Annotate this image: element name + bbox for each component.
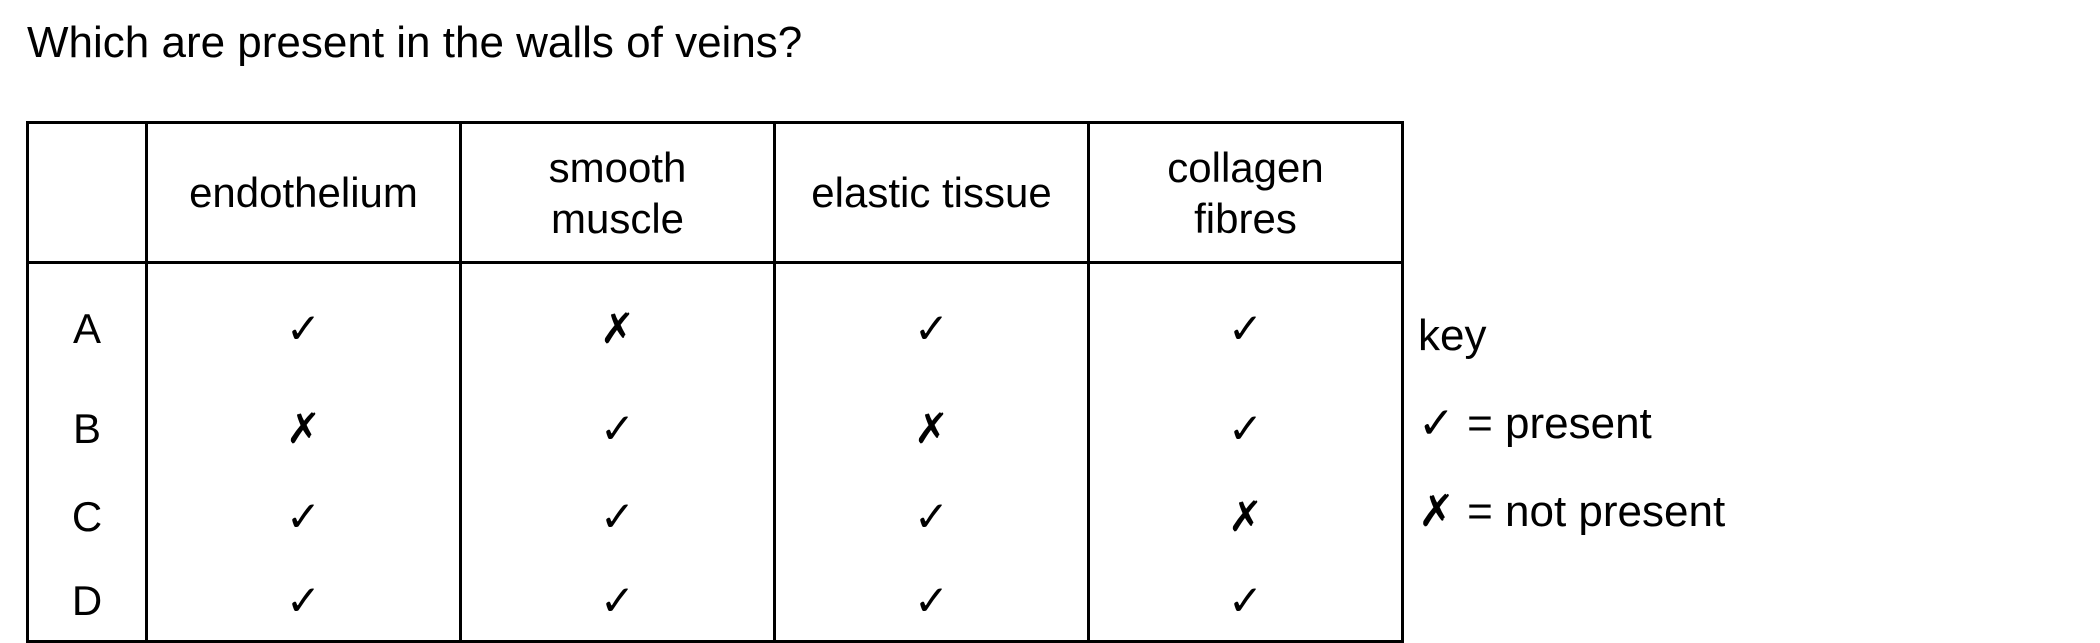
header-collagen-fibres: collagen fibres (1087, 121, 1404, 264)
row-letter: C (26, 472, 148, 560)
mark-cell: ✓ (145, 472, 462, 560)
key-legend: key ✓ = present ✗ = not present (1418, 292, 1725, 556)
mark-cell: ✓ (459, 384, 776, 472)
check-icon: ✓ (1418, 398, 1455, 449)
mark-cell: ✓ (459, 560, 776, 643)
table-row: A ✓ ✗ ✓ ✓ (26, 262, 1404, 384)
mark-cell: ✓ (1087, 560, 1404, 643)
row-letter: A (26, 262, 148, 384)
table-row: C ✓ ✓ ✓ ✗ (26, 472, 1404, 560)
mark-cell: ✓ (459, 472, 776, 560)
header-blank (26, 121, 148, 264)
mark-cell: ✗ (459, 262, 776, 384)
row-letter: D (26, 560, 148, 643)
cross-icon: ✗ (1418, 486, 1455, 537)
key-absent-text: = not present (1454, 487, 1726, 536)
key-absent-line: ✗ = not present (1418, 468, 1725, 556)
key-title: key (1418, 311, 1487, 360)
header-elastic-tissue: elastic tissue (773, 121, 1090, 264)
table-row: B ✗ ✓ ✗ ✓ (26, 384, 1404, 472)
header-smooth-muscle: smooth muscle (459, 121, 776, 264)
key-present-text: = present (1454, 399, 1652, 448)
header-endothelium: endothelium (145, 121, 462, 264)
key-present-line: ✓ = present (1418, 380, 1725, 468)
row-letter: B (26, 384, 148, 472)
header-collagen-fibres-text: collagen fibres (1167, 143, 1324, 242)
question-text: Which are present in the walls of veins? (27, 18, 803, 67)
mark-cell: ✓ (773, 262, 1090, 384)
mark-cell: ✓ (773, 560, 1090, 643)
header-smooth-muscle-text: smooth muscle (548, 143, 687, 242)
mark-cell: ✓ (773, 472, 1090, 560)
options-table: endothelium smooth muscle elastic tissue … (26, 121, 1404, 643)
mark-cell: ✓ (145, 262, 462, 384)
mark-cell: ✗ (773, 384, 1090, 472)
mark-cell: ✗ (1087, 472, 1404, 560)
mark-cell: ✓ (1087, 384, 1404, 472)
mark-cell: ✓ (1087, 262, 1404, 384)
header-row: endothelium smooth muscle elastic tissue … (26, 121, 1404, 264)
mark-cell: ✓ (145, 560, 462, 643)
mark-cell: ✗ (145, 384, 462, 472)
table-row: D ✓ ✓ ✓ ✓ (26, 560, 1404, 643)
